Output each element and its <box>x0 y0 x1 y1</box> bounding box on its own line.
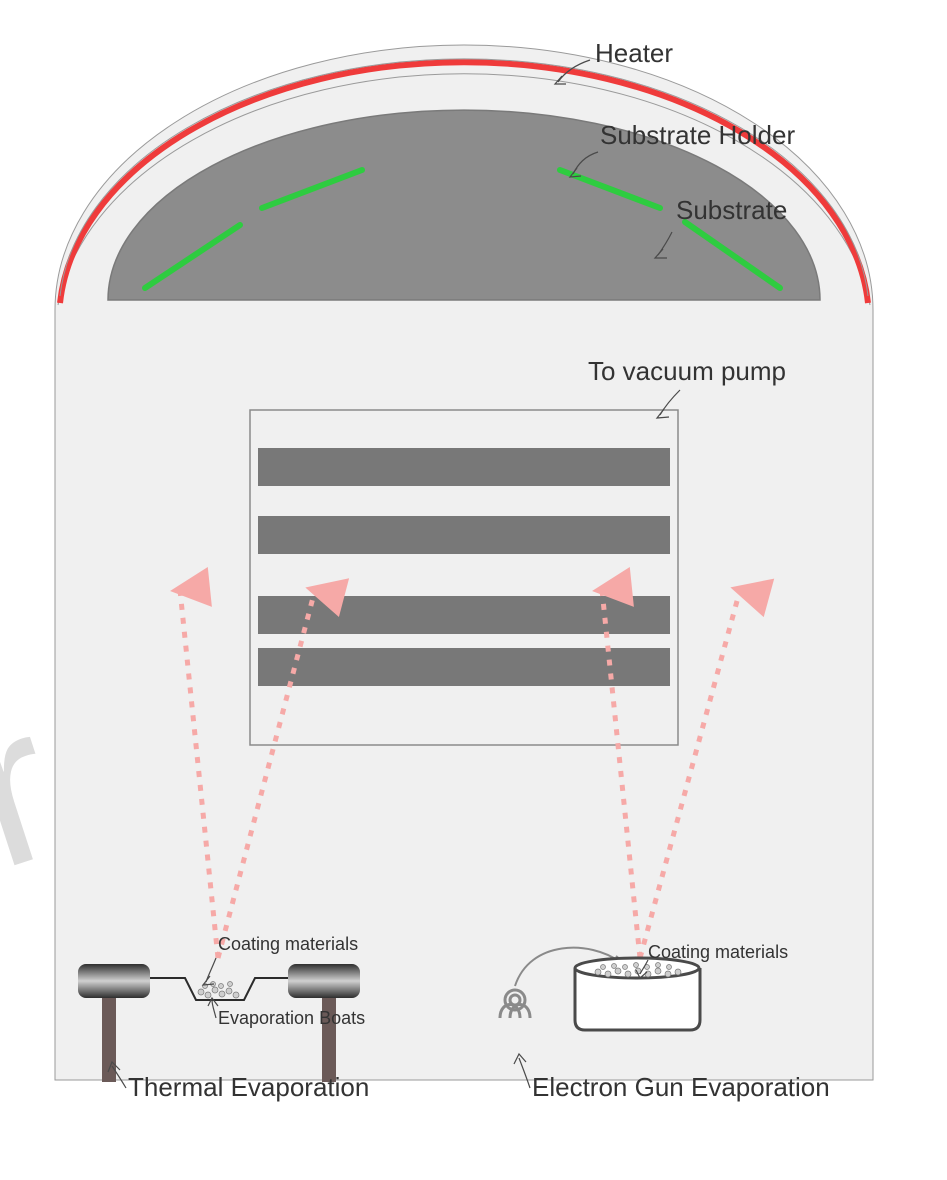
substrate-holder-label: Substrate Holder <box>600 120 795 151</box>
substrate-label: Substrate <box>676 195 787 226</box>
thermal-coating-label: Coating materials <box>218 934 358 955</box>
egun-coating-label: Coating materials <box>648 942 788 963</box>
egun-label: Electron Gun Evaporation <box>532 1072 830 1103</box>
vacuum-label: To vacuum pump <box>588 356 786 387</box>
evap-boats-label: Evaporation Boats <box>218 1008 365 1029</box>
diagram-stage: rocoes <box>0 0 947 1180</box>
thermal-evap-label: Thermal Evaporation <box>128 1072 369 1103</box>
heater-label: Heater <box>595 38 673 69</box>
